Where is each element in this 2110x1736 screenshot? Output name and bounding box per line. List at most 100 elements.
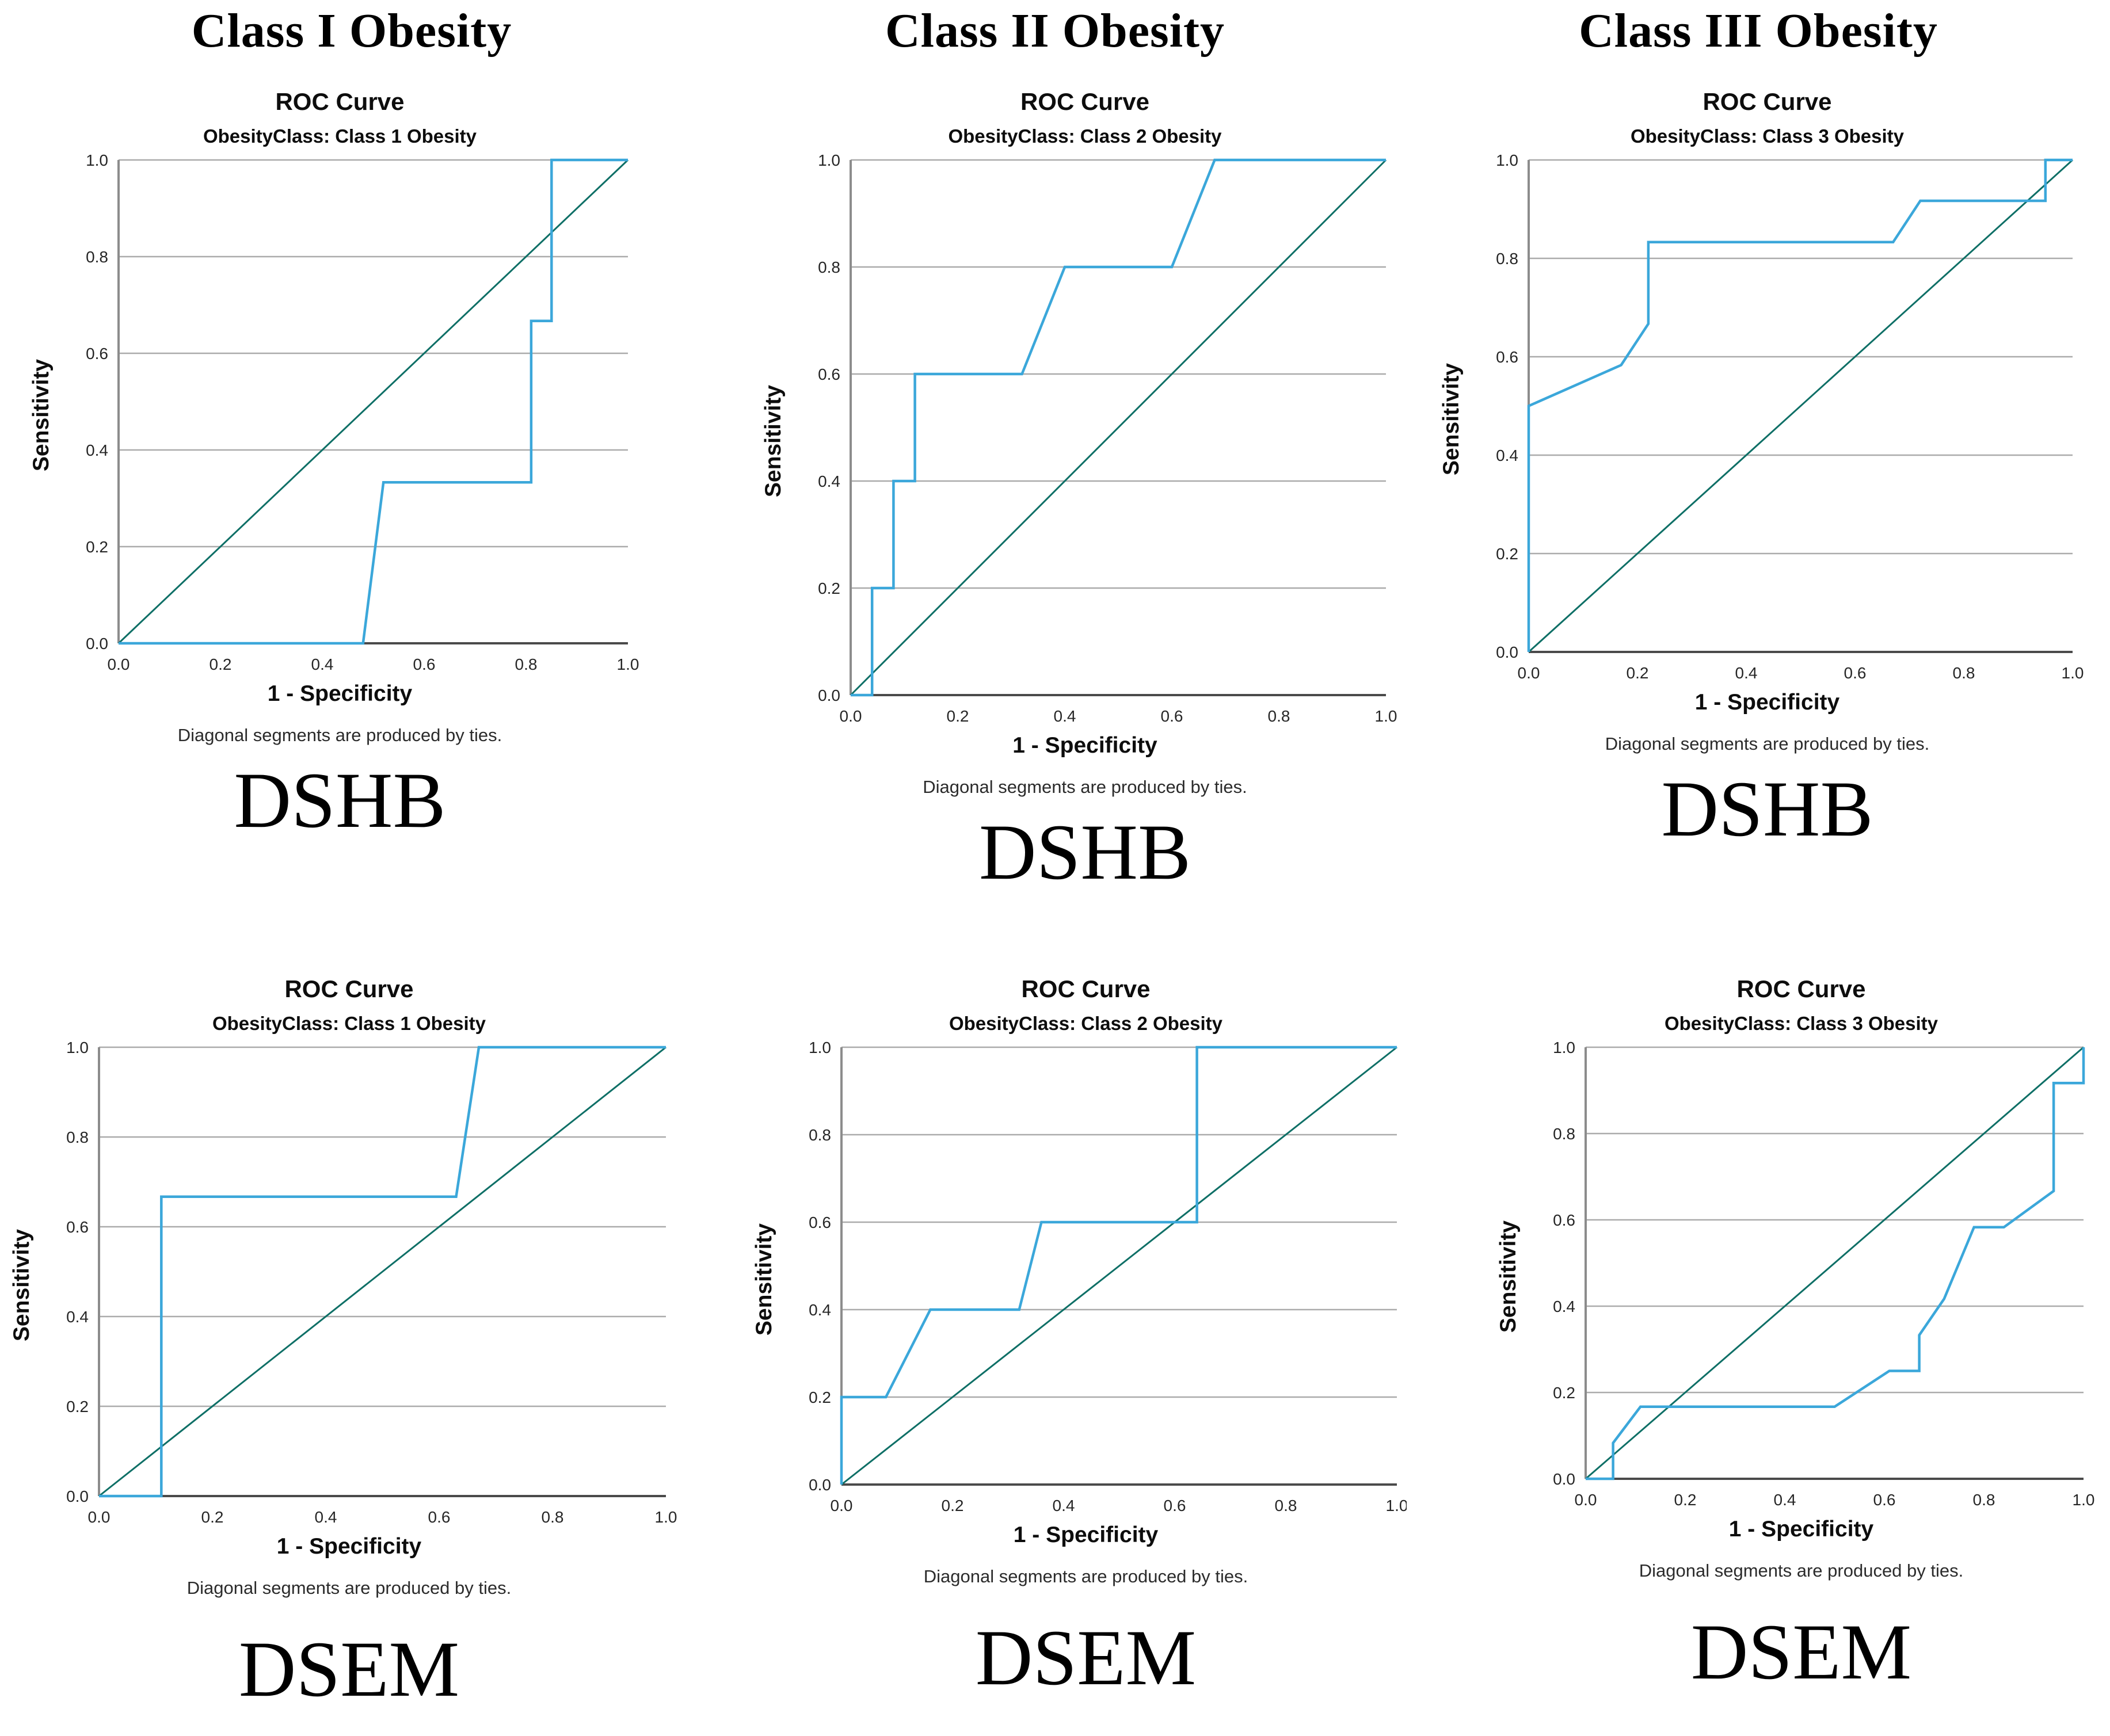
y-tick-label: 0.4	[86, 441, 108, 459]
x-tick-label: 0.6	[1873, 1491, 1896, 1509]
y-tick-label: 0.6	[1553, 1211, 1575, 1229]
roc-curve-line	[1527, 159, 2073, 653]
y-tick-label: 0.0	[66, 1487, 89, 1505]
chart-subtitle: ObesityClass: Class 1 Obesity	[203, 125, 477, 147]
chart-subtitle: ObesityClass: Class 3 Obesity	[1664, 1013, 1938, 1035]
y-tick-label: 0.6	[809, 1214, 831, 1231]
roc-plot-svg: 0.0 0.2 0.4 0.6 0.8 1.0 0.0 0.2 0.4 0.6 0.8 1.0	[66, 1039, 677, 1526]
y-axis-label: Sensitivity	[752, 1223, 776, 1336]
x-axis-label: 1 - Specificity	[276, 1534, 422, 1559]
y-tick-label: 1.0	[66, 1039, 89, 1056]
cell-dshb-class1: Class I Obesity ROC Curve ObesityClass: …	[0, 0, 703, 921]
x-tick-label: 0.8	[542, 1508, 564, 1526]
x-axis-label: 1 - Specificity	[1728, 1517, 1874, 1542]
roc-curve-line	[1586, 1047, 2085, 1481]
plot-row: Sensitivity 0.0 0.2 0.4 0.6 0.8 1.0 0.0 0.2 0.4 0…	[761, 151, 1407, 731]
roc-curve-line	[119, 159, 628, 645]
y-axis-label: Sensitivity	[9, 1228, 34, 1341]
cell-dsem-class1: ROC Curve ObesityClass: Class 1 Obesity …	[0, 921, 703, 1736]
y-axis-label: Sensitivity	[1496, 1220, 1521, 1333]
cell-dsem-class2: ROC Curve ObesityClass: Class 2 Obesity …	[703, 921, 1407, 1736]
chart-title: ROC Curve	[1703, 88, 1832, 116]
y-tick-label: 1.0	[1496, 151, 1518, 169]
y-tick-label: 0.0	[86, 635, 108, 653]
x-tick-label: 0.6	[1161, 707, 1183, 725]
method-label-dsem: DSEM	[1690, 1608, 1912, 1696]
y-tick-label: 0.8	[66, 1128, 89, 1146]
cell-dshb-class3: Class III Obesity ROC Curve ObesityClass…	[1407, 0, 2110, 921]
y-tick-label: 1.0	[809, 1039, 831, 1056]
x-axis-label: 1 - Specificity	[1012, 733, 1157, 758]
method-label-dshb: DSHB	[234, 756, 446, 845]
roc-plot-svg: 0.0 0.2 0.4 0.6 0.8 1.0 0.0 0.2 0.4 0.6 0.8 1.0	[1553, 1039, 2095, 1509]
y-tick-label: 1.0	[1553, 1039, 1575, 1056]
y-tick-label: 0.2	[1496, 545, 1518, 563]
column-title-class-3: Class III Obesity	[1579, 4, 1938, 58]
y-tick-label: 0.2	[809, 1388, 831, 1406]
roc-plot-svg: 0.0 0.2 0.4 0.6 0.8 1.0 0.0 0.2 0.4 0.6 0.8 1.0	[809, 1039, 1407, 1514]
y-tick-label: 0.0	[1496, 643, 1518, 661]
ties-footnote: Diagonal segments are produced by ties.	[923, 1566, 1248, 1587]
x-tick-label: 0.6	[413, 655, 436, 673]
column-title-class-2: Class II Obesity	[885, 4, 1225, 58]
x-tick-label: 1.0	[1375, 707, 1397, 725]
x-tick-label: 0.4	[1735, 664, 1758, 682]
method-label-dshb: DSHB	[978, 808, 1191, 896]
x-tick-label: 0.8	[1275, 1497, 1297, 1514]
x-tick-label: 0.0	[1518, 664, 1540, 682]
reference-line	[98, 1047, 666, 1497]
y-tick-label: 0.6	[86, 345, 108, 363]
roc-chart-dshb-class3: ROC Curve ObesityClass: Class 3 Obesity …	[1439, 56, 2096, 849]
x-tick-label: 1.0	[2073, 1491, 2095, 1509]
x-tick-label: 0.6	[1844, 664, 1867, 682]
roc-curve-line	[851, 159, 1386, 697]
x-tick-label: 0.4	[1053, 1497, 1075, 1514]
y-tick-label: 1.0	[86, 151, 108, 169]
chart-title: ROC Curve	[275, 88, 405, 116]
x-tick-label: 0.8	[1268, 707, 1290, 725]
x-tick-label: 0.4	[1054, 707, 1076, 725]
method-label-dsem: DSEM	[238, 1625, 460, 1714]
x-tick-label: 0.2	[1674, 1491, 1697, 1509]
roc-plot-svg: 0.0 0.2 0.4 0.6 0.8 1.0 0.0 0.2 0.4 0.6 0.8 1.0	[86, 151, 639, 673]
ties-footnote: Diagonal segments are produced by ties.	[177, 725, 502, 746]
x-tick-label: 0.2	[1627, 664, 1649, 682]
plot-row: Sensitivity 0.0 0.2 0.4 0.6 0.8 1.0 0.0 0.2 0.4 0…	[1439, 151, 2096, 688]
x-tick-label: 1.0	[655, 1508, 677, 1526]
chart-title: ROC Curve	[1736, 975, 1866, 1002]
y-tick-label: 0.4	[1496, 447, 1518, 464]
x-tick-label: 1.0	[1386, 1497, 1407, 1514]
roc-chart-dsem-class1: ROC Curve ObesityClass: Class 1 Obesity …	[9, 921, 689, 1709]
y-axis-label: Sensitivity	[29, 358, 54, 471]
roc-plot-svg: 0.0 0.2 0.4 0.6 0.8 1.0 0.0 0.2 0.4 0.6 0.8 1.0	[1496, 151, 2084, 682]
reference-line	[1528, 159, 2074, 653]
x-tick-label: 0.8	[1973, 1491, 1995, 1509]
reference-line	[1585, 1047, 2084, 1480]
method-label-dshb: DSHB	[1661, 765, 1873, 853]
y-tick-label: 0.0	[809, 1476, 831, 1494]
y-tick-label: 0.4	[1553, 1298, 1575, 1315]
x-tick-label: 0.2	[201, 1508, 224, 1526]
x-tick-label: 0.4	[1774, 1491, 1796, 1509]
chart-title: ROC Curve	[1020, 88, 1150, 116]
chart-subtitle: ObesityClass: Class 3 Obesity	[1630, 125, 1905, 147]
x-tick-label: 0.0	[840, 707, 862, 725]
y-tick-label: 0.6	[1496, 348, 1518, 366]
y-tick-label: 0.4	[66, 1308, 89, 1326]
chart-subtitle: ObesityClass: Class 2 Obesity	[949, 1013, 1223, 1035]
chart-title: ROC Curve	[1021, 975, 1151, 1002]
y-tick-label: 0.2	[818, 579, 840, 597]
x-tick-label: 0.4	[315, 1508, 337, 1526]
y-tick-label: 0.2	[66, 1398, 89, 1415]
y-tick-label: 0.6	[66, 1218, 89, 1236]
y-tick-label: 0.0	[1553, 1470, 1575, 1488]
chart-subtitle: ObesityClass: Class 2 Obesity	[948, 125, 1222, 147]
roc-chart-dsem-class3: ROC Curve ObesityClass: Class 3 Obesity …	[1496, 921, 2107, 1692]
roc-chart-dshb-class1: ROC Curve ObesityClass: Class 1 Obesity …	[29, 56, 651, 840]
x-tick-label: 0.6	[428, 1508, 451, 1526]
y-tick-label: 0.8	[1496, 250, 1518, 268]
plot-row: Sensitivity 0.0 0.2 0.4 0.6 0.8 1.0 0.0 0.2 0.4 0…	[752, 1038, 1407, 1520]
y-tick-label: 0.0	[818, 686, 840, 704]
